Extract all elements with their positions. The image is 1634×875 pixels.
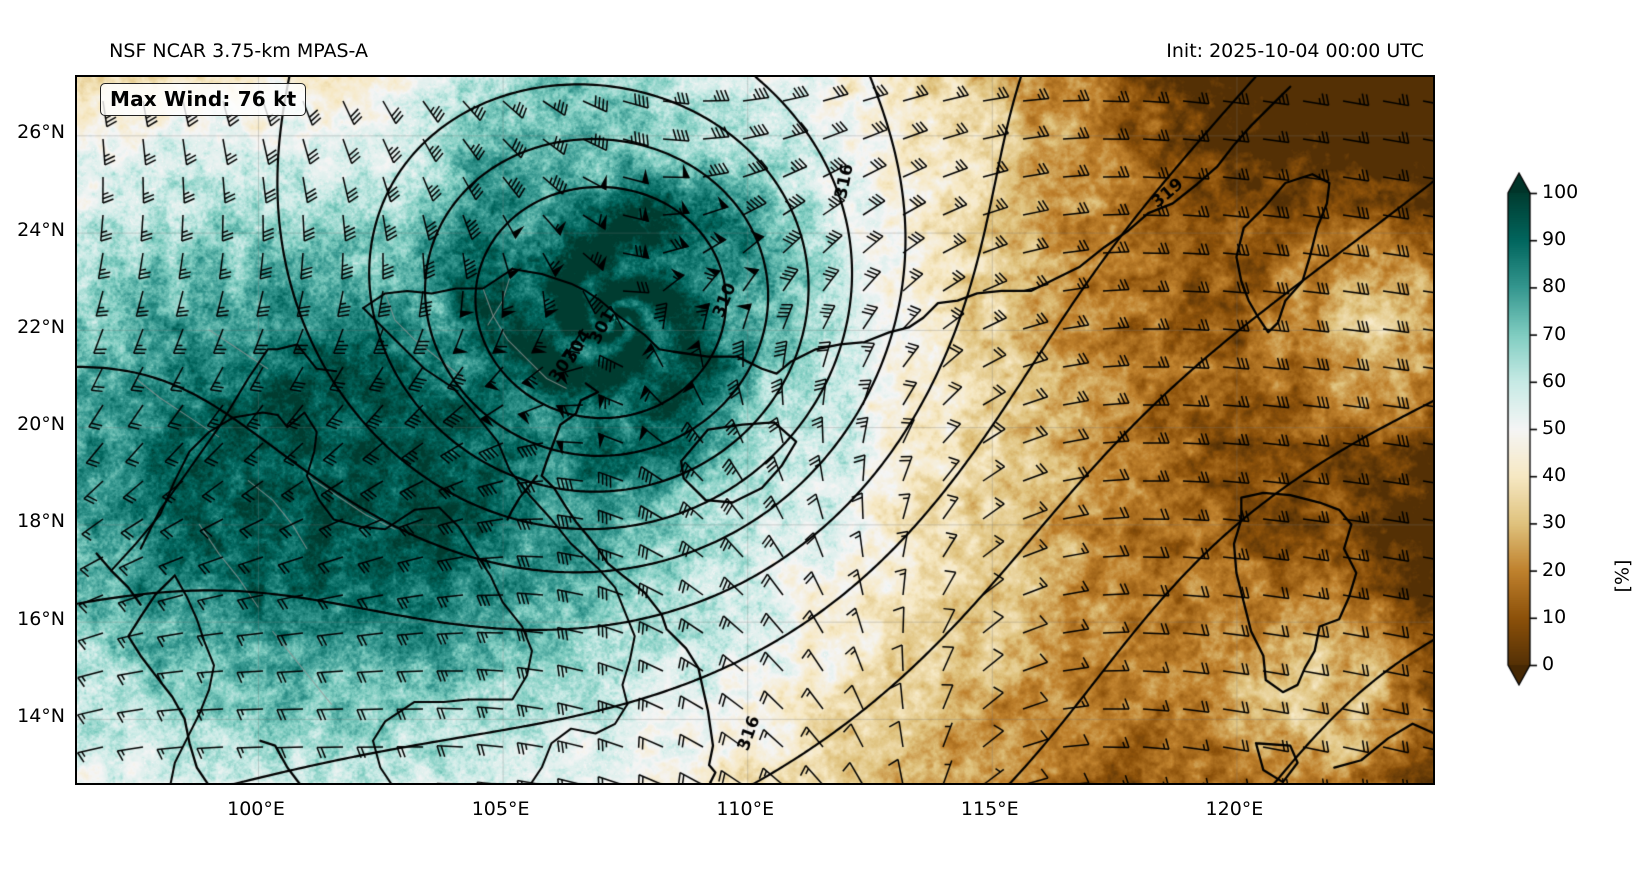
colorbar-tick-40: 40 bbox=[1542, 464, 1567, 487]
relative-humidity-map-canvas bbox=[77, 77, 1433, 783]
latitude-tick-20°N: 20°N bbox=[17, 413, 65, 436]
latitude-tick-16°N: 16°N bbox=[17, 607, 65, 630]
latitude-tick-14°N: 14°N bbox=[17, 704, 65, 727]
latitude-tick-24°N: 24°N bbox=[17, 218, 65, 241]
colorbar: 0 10 20 30 40 50 60 70 80 90 100 [%] bbox=[1496, 165, 1634, 705]
colorbar-gradient bbox=[1496, 165, 1634, 705]
colorbar-tick-90: 90 bbox=[1542, 228, 1567, 251]
map-plot-area bbox=[75, 75, 1435, 785]
max-wind-annotation: Max Wind: 76 kt bbox=[100, 83, 307, 116]
colorbar-tick-100: 100 bbox=[1542, 181, 1579, 203]
colorbar-tick-60: 60 bbox=[1542, 369, 1567, 392]
colorbar-tick-80: 80 bbox=[1542, 275, 1567, 298]
init-time-label: Init: 2025-10-04 00:00 UTC bbox=[1166, 40, 1424, 62]
longitude-tick-115°E: 115°E bbox=[960, 798, 1019, 820]
model-name: NSF NCAR 3.75-km MPAS-A bbox=[109, 40, 368, 62]
colorbar-tick-70: 70 bbox=[1542, 322, 1567, 345]
latitude-tick-18°N: 18°N bbox=[17, 510, 65, 533]
longitude-tick-110°E: 110°E bbox=[716, 798, 775, 820]
latitude-tick-26°N: 26°N bbox=[17, 121, 65, 144]
colorbar-units-label: [%] bbox=[1611, 559, 1634, 593]
colorbar-tick-10: 10 bbox=[1542, 605, 1567, 628]
colorbar-tick-30: 30 bbox=[1542, 511, 1567, 534]
latitude-tick-22°N: 22°N bbox=[17, 315, 65, 338]
colorbar-tick-0: 0 bbox=[1542, 653, 1555, 675]
colorbar-tick-20: 20 bbox=[1542, 558, 1567, 581]
longitude-tick-105°E: 105°E bbox=[471, 798, 530, 820]
colorbar-tick-50: 50 bbox=[1542, 417, 1567, 439]
longitude-tick-100°E: 100°E bbox=[227, 798, 285, 820]
longitude-tick-120°E: 120°E bbox=[1205, 798, 1264, 820]
